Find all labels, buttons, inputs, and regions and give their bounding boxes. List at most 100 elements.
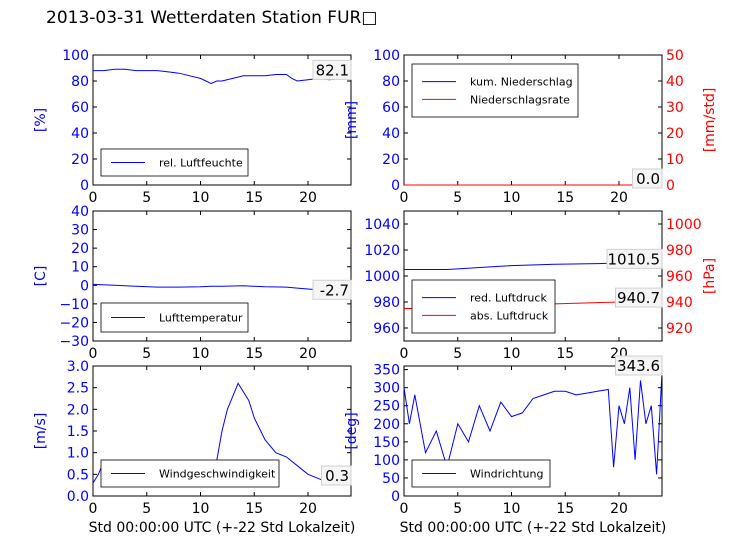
current-value: -2.7 (320, 281, 349, 299)
x-tick-label: 15 (245, 346, 263, 362)
y-tick-label: 50 (382, 471, 400, 487)
x-tick-label: 20 (610, 501, 628, 517)
x-tick-label: 10 (503, 190, 521, 206)
y-tick-label: 150 (373, 435, 400, 451)
y2-axis-label: [hPa] (702, 258, 718, 294)
current-value-2: 940.7 (617, 289, 660, 307)
current-value-box (321, 465, 352, 486)
figure-title: 2013-03-31 Wetterdaten Station FUR□ (46, 8, 378, 28)
x-tick-label: 20 (299, 501, 317, 517)
x-axis-label: Std 00:00:00 UTC (+-22 Std Lokalzeit) (89, 520, 356, 536)
y2-tick-label: 10 (666, 152, 684, 168)
y-axis-label: [%] (33, 108, 49, 132)
y-tick-label: 40 (71, 204, 89, 220)
x-tick-label: 0 (400, 190, 409, 206)
y-tick-label: 1.5 (67, 424, 89, 440)
legend-box (411, 63, 579, 118)
y-tick-label: 2.0 (67, 402, 89, 418)
x-tick-label: 15 (556, 190, 574, 206)
y-tick-label: 80 (71, 74, 89, 90)
y2-tick-label: 40 (666, 74, 684, 90)
y2-tick-label: 940 (666, 295, 693, 311)
x-tick-label: 0 (400, 501, 409, 517)
y-tick-label: 0 (391, 489, 400, 505)
y-tick-label: 2.5 (67, 381, 89, 397)
y2-tick-label: 30 (666, 100, 684, 116)
legend-box (411, 279, 556, 334)
y-tick-label: 200 (373, 417, 400, 433)
legend-label: red. Luftdruck (470, 292, 547, 305)
y-tick-label: 10 (71, 260, 89, 276)
series-line-lufttemperatur (92, 283, 352, 291)
legend-label: Niederschlagsrate (470, 93, 570, 106)
y-tick-label: 1040 (364, 217, 400, 233)
y-tick-label: 30 (71, 223, 89, 239)
x-tick-label: 5 (142, 190, 151, 206)
x-tick-label: 0 (89, 346, 98, 362)
y-tick-label: 0.0 (67, 489, 89, 505)
y-tick-label: 1020 (364, 243, 400, 259)
y-axis-label: [deg] (344, 412, 360, 449)
y-tick-label: 40 (71, 126, 89, 142)
x-tick-label: 10 (503, 501, 521, 517)
y-tick-label: −20 (59, 315, 89, 331)
plot-frame-1 (92, 54, 352, 186)
current-value-2-box (615, 287, 663, 308)
y-tick-label: 100 (373, 453, 400, 469)
y-axis-label: [m/s] (33, 413, 49, 450)
x-tick-label: 20 (299, 346, 317, 362)
y-tick-label: 250 (373, 399, 400, 415)
y-axis-label: [C] (33, 266, 49, 287)
y-tick-label: 3.0 (67, 359, 89, 375)
x-tick-label: 20 (299, 190, 317, 206)
x-tick-label: 5 (142, 346, 151, 362)
y-tick-label: 80 (382, 74, 400, 90)
x-tick-label: 10 (503, 346, 521, 362)
x-tick-label: 5 (142, 501, 151, 517)
current-value: 0.3 (325, 467, 349, 485)
y-axis-label: [mm] (344, 101, 360, 139)
y-tick-label: 60 (71, 100, 89, 116)
current-value: 1010.5 (608, 250, 661, 268)
y2-tick-label: 50 (666, 48, 684, 64)
y2-tick-label: 920 (666, 321, 693, 337)
x-axis-label: Std 00:00:00 UTC (+-22 Std Lokalzeit) (400, 520, 667, 536)
y-tick-label: 20 (71, 241, 89, 257)
x-tick-label: 5 (453, 501, 462, 517)
legend-label: rel. Luftfeuchte (159, 157, 243, 170)
current-value: 343.6 (617, 357, 660, 375)
x-tick-label: 0 (89, 190, 98, 206)
y-tick-label: 980 (373, 295, 400, 311)
current-value-box (632, 168, 663, 189)
x-tick-label: 10 (192, 190, 210, 206)
legend-label: Windrichtung (470, 468, 543, 481)
series-line-rel-luftfeuchte (93, 68, 351, 85)
y-tick-label: −10 (59, 297, 89, 313)
x-tick-label: 15 (245, 501, 263, 517)
legend-label: Windgeschwindigkeit (159, 468, 276, 481)
y2-tick-label: 20 (666, 126, 684, 142)
y-tick-label: 0 (391, 178, 400, 194)
legend-label: Lufttemperatur (159, 312, 243, 325)
y2-tick-label: 980 (666, 243, 693, 259)
y-tick-label: 960 (373, 321, 400, 337)
x-tick-label: 15 (245, 190, 263, 206)
y-tick-label: 60 (382, 100, 400, 116)
y2-tick-label: 0 (666, 178, 675, 194)
y-tick-label: 350 (373, 363, 400, 379)
current-value-box (312, 59, 352, 80)
y2-tick-label: 1000 (666, 217, 702, 233)
x-tick-label: 20 (610, 190, 628, 206)
y-tick-label: 0.5 (67, 467, 89, 483)
current-value-box (606, 248, 663, 269)
legend-label: abs. Luftdruck (470, 309, 549, 322)
y-tick-label: 20 (382, 152, 400, 168)
series-line-windrichtung (403, 372, 663, 475)
y2-tick-label: 960 (666, 269, 693, 285)
legend-label: kum. Niederschlag (470, 76, 573, 89)
plot-frame-3 (92, 210, 352, 342)
x-tick-label: 0 (89, 501, 98, 517)
y-tick-label: 100 (373, 48, 400, 64)
y-tick-label: 300 (373, 381, 400, 397)
